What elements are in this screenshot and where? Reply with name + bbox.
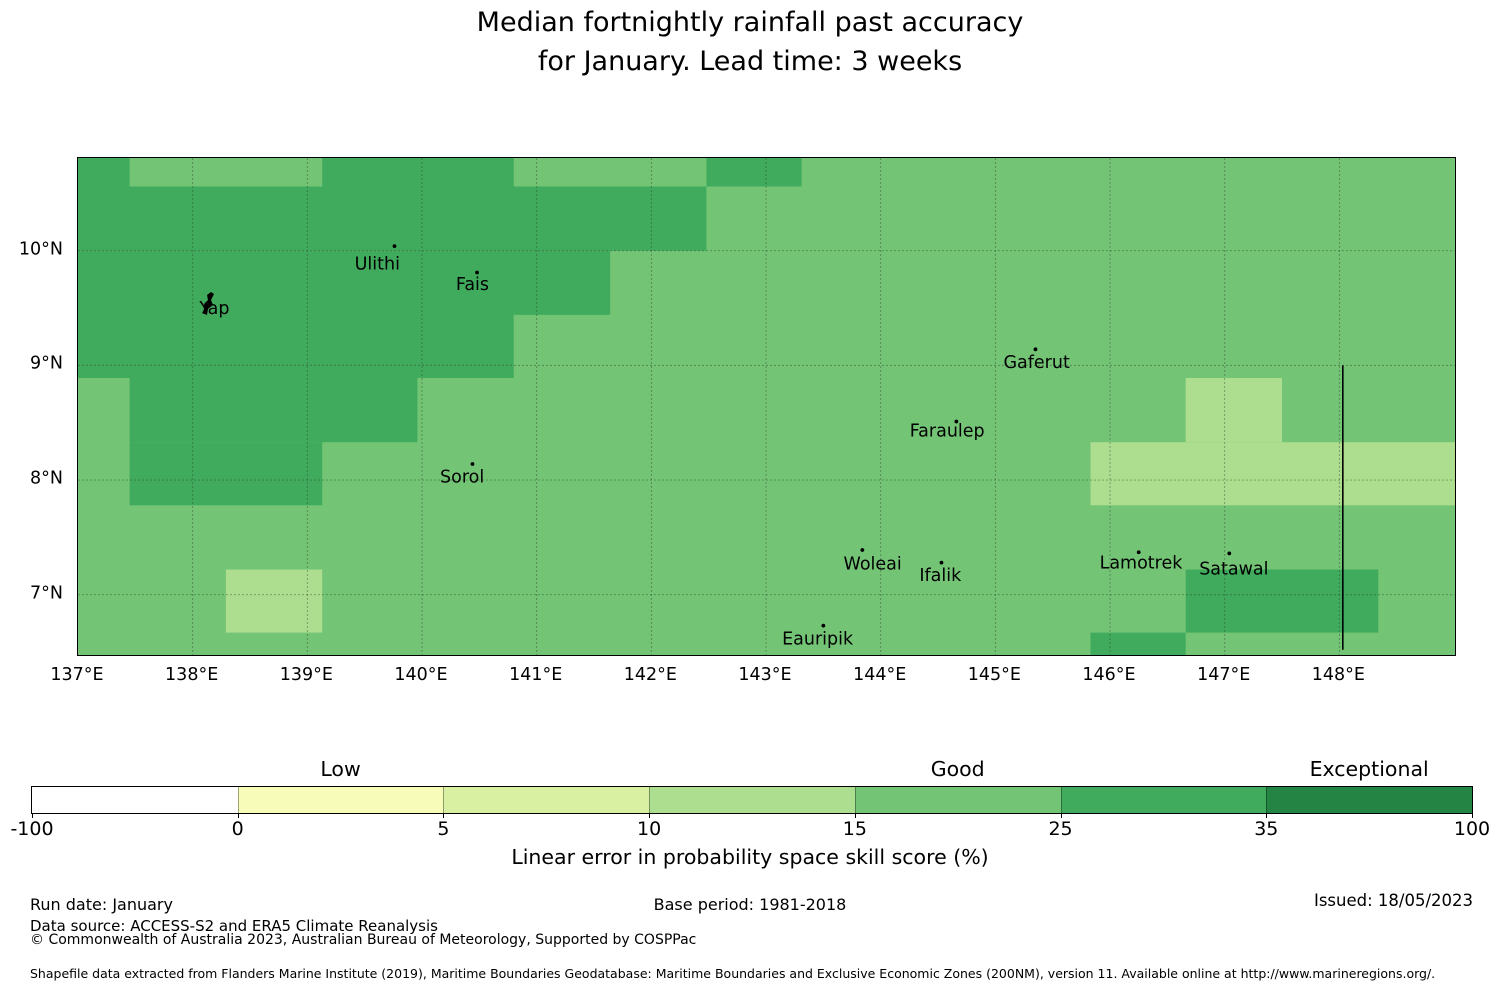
x-tick-label: 147°E [1197,665,1251,685]
island-marker-dot [954,419,959,424]
island-label: Faraulep [910,422,985,442]
colorbar-tick-label: 5 [437,818,450,840]
colorbar-segment [237,787,444,813]
x-tick-label: 146°E [1082,665,1136,685]
footer-issued-date: Issued: 18/05/2023 [1313,891,1473,910]
map-cell-region [322,158,514,187]
map-cell-region [78,186,707,251]
colorbar-tick-mark [32,813,33,818]
footer-copyright: © Commonwealth of Australia 2023, Austra… [30,932,697,948]
footer-data-source: Data source: ACCESS-S2 and ERA5 Climate … [30,917,438,935]
colorbar-tick-label: 15 [842,818,867,840]
map-cell-region [706,158,802,187]
x-tick-label: 141°E [509,665,563,685]
map-cell-region [78,250,611,315]
colorbar-tick-mark [1266,813,1268,818]
island-label: Ifalik [919,566,962,586]
colorbar-tick-mark [237,813,239,818]
map-canvas: Ulithi Fais Yap Gaferut Faraulep Sorol Woleai I… [78,158,1455,655]
map-cell-region [225,569,323,633]
island-marker-dot [470,462,475,466]
island-marker-dot [392,244,397,249]
island-label: Satawal [1199,559,1268,579]
yap-island-outline [202,292,214,315]
colorbar-segment [443,787,650,813]
map-cell-region [78,314,514,378]
chart-title-line2: for January. Lead time: 3 weeks [537,46,963,77]
map-cell-region [1090,632,1186,655]
y-tick-label: 8°N [30,468,63,489]
colorbar-tick-mark [649,813,651,818]
colorbar-tick-mark [1472,813,1473,818]
colorbar-tick-mark [1060,813,1062,818]
island-label: Lamotrek [1100,554,1184,574]
map: Ulithi Fais Yap Gaferut Faraulep Sorol Woleai I… [77,157,1456,656]
footer-run-date: Run date: January [30,895,173,914]
colorbar-category-label: Low [320,757,361,781]
colorbar-tick-label: 0 [231,818,244,840]
colorbar-tick-mark [443,813,445,818]
colorbar-tick-mark [854,813,856,818]
colorbar-tick-label: 10 [637,818,662,840]
island-marker-dot [821,623,826,628]
colorbar-tick-label: 100 [1453,818,1491,840]
y-tick-label: 10°N [18,239,63,260]
island-label: Fais [456,275,489,295]
island-marker-dot [1033,347,1038,352]
colorbar-segment [1060,787,1267,813]
y-tick-label: 7°N [30,583,63,604]
x-tick-label: 148°E [1311,665,1365,685]
island-marker-dot [939,560,944,565]
colorbar-axis-label: Linear error in probability space skill … [511,845,989,869]
map-cell-region [78,158,130,187]
x-tick-label: 138°E [165,665,219,685]
island-marker-dot [1227,551,1232,556]
x-tick-label: 137°E [50,665,104,685]
island-marker-dot [475,270,479,275]
colorbar-segment [32,787,238,813]
island-label: Woleai [844,555,902,575]
colorbar-category-label: Exceptional [1309,757,1429,781]
map-cell-region [1185,569,1379,633]
map-cell-region [1090,442,1455,506]
island-label: Sorol [440,468,484,488]
x-tick-label: 140°E [394,665,448,685]
colorbar-tick-label: 35 [1254,818,1279,840]
y-tick-label: 9°N [30,353,63,374]
island-label: Eauripik [782,629,854,649]
x-tick-label: 143°E [738,665,792,685]
map-cell-region [129,378,418,443]
island-marker-dot [1136,550,1141,555]
footer-shapefile-attribution: Shapefile data extracted from Flanders M… [30,966,1436,981]
footer-base-period: Base period: 1981-2018 [653,895,847,914]
map-cell-region [1185,378,1282,443]
chart-title-line1: Median fortnightly rainfall past accurac… [476,7,1024,38]
x-tick-label: 142°E [623,665,677,685]
colorbar-segment [649,787,855,813]
colorbar [31,786,1473,814]
x-tick-label: 144°E [853,665,907,685]
colorbar-segment [1266,787,1472,813]
colorbar-tick-label: -100 [10,818,54,840]
island-label: Yap [198,299,229,319]
x-tick-label: 139°E [279,665,333,685]
island-label: Ulithi [355,254,400,274]
colorbar-segment [854,787,1061,813]
map-cell-region [129,442,323,506]
island-label: Gaferut [1003,353,1069,373]
x-tick-label: 145°E [967,665,1021,685]
colorbar-category-label: Good [930,757,985,781]
colorbar-tick-label: 25 [1048,818,1073,840]
chart-title: Median fortnightly rainfall past accurac… [0,3,1500,81]
island-marker-dot [860,548,865,552]
